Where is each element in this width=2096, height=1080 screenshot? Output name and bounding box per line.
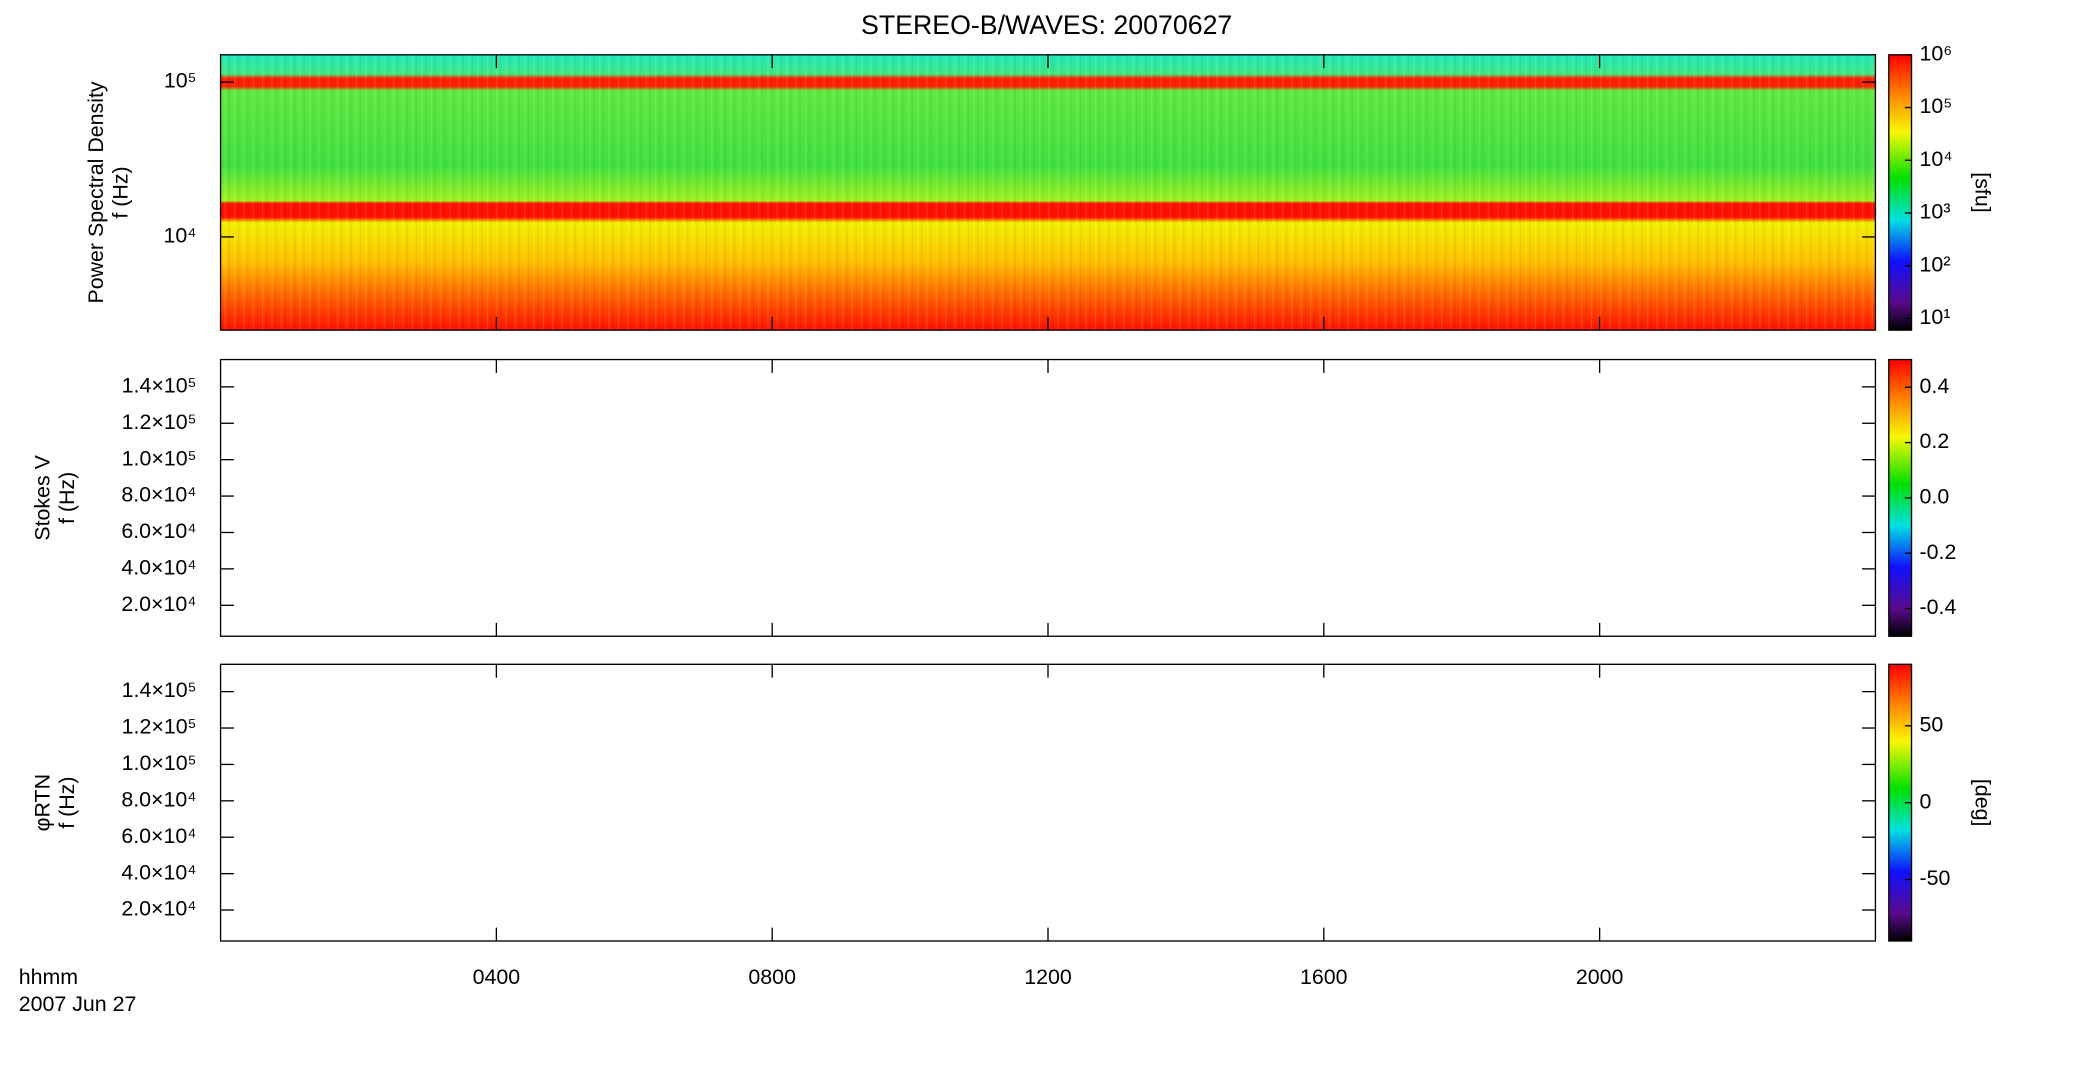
colorbar-tick-label: 10⁶ <box>1920 41 1953 65</box>
colorbar-tick-label: 10² <box>1920 252 1951 276</box>
colorbar-tick-label: 0 <box>1920 789 1932 813</box>
y-tick-label: 1.4×10⁵ <box>122 373 197 397</box>
y-tick-label: 1.2×10⁵ <box>122 715 197 739</box>
colorbar-tick-label: 0.2 <box>1920 429 1950 453</box>
colorbar-tick-label: -0.4 <box>1920 595 1957 619</box>
y-tick-label: 6.0×10⁴ <box>121 519 196 543</box>
x-tick-label: 2000 <box>1576 965 1624 989</box>
chart-title: STEREO-B/WAVES: 20070627 <box>861 10 1232 40</box>
x-tick-label: 0800 <box>748 965 796 989</box>
colorbar-tick-label: 0.0 <box>1920 485 1950 509</box>
colorbar-label: [deg] <box>1970 779 1994 827</box>
y-tick-label: 1.2×10⁵ <box>122 410 197 434</box>
x-axis-label: 2007 Jun 27 <box>19 992 137 1016</box>
y-tick-label: 1.0×10⁵ <box>122 751 197 775</box>
plot-frame <box>219 358 1877 637</box>
colorbar-tick-label: 0.4 <box>1920 374 1950 398</box>
y-axis-label: φRTN <box>31 774 55 831</box>
y-tick-label: 2.0×10⁴ <box>121 897 196 921</box>
x-tick-label: 0400 <box>473 965 521 989</box>
y-tick-label: 6.0×10⁴ <box>121 824 196 848</box>
colorbar-tick-label: 10³ <box>1920 200 1951 224</box>
plot-frame <box>219 663 1877 942</box>
y-tick-label: 10⁵ <box>164 69 197 93</box>
y-tick-label: 8.0×10⁴ <box>121 787 196 811</box>
colorbar-tick-label: 10⁵ <box>1920 94 1953 118</box>
y-axis-label: Power Spectral Density <box>84 81 108 303</box>
colorbar-tick-label: 10⁴ <box>1920 147 1953 171</box>
y-tick-label: 10⁴ <box>164 224 197 248</box>
y-tick-label: 2.0×10⁴ <box>121 592 196 616</box>
colorbar-tick-label: 10¹ <box>1920 305 1951 329</box>
x-tick-label: 1600 <box>1300 965 1348 989</box>
x-tick-label: 1200 <box>1024 965 1072 989</box>
colorbar <box>1888 54 1913 331</box>
colorbar-label: [sfu] <box>1970 172 1994 212</box>
colorbar-tick-label: -50 <box>1920 866 1951 890</box>
colorbar-tick-label: 50 <box>1920 712 1944 736</box>
y-axis-label: Stokes V <box>31 454 55 540</box>
y-axis-label: f (Hz) <box>55 472 79 524</box>
y-axis-label: f (Hz) <box>55 777 79 829</box>
colorbar-tick-label: -0.2 <box>1920 540 1957 564</box>
y-tick-label: 4.0×10⁴ <box>121 556 196 580</box>
y-tick-label: 4.0×10⁴ <box>121 860 196 884</box>
y-tick-label: 1.0×10⁵ <box>122 446 197 470</box>
y-tick-label: 8.0×10⁴ <box>121 483 196 507</box>
spectrogram-texture <box>220 54 1876 331</box>
y-tick-label: 1.4×10⁵ <box>122 678 197 702</box>
y-axis-label: f (Hz) <box>108 166 132 218</box>
x-axis-label: hhmm <box>19 965 78 989</box>
